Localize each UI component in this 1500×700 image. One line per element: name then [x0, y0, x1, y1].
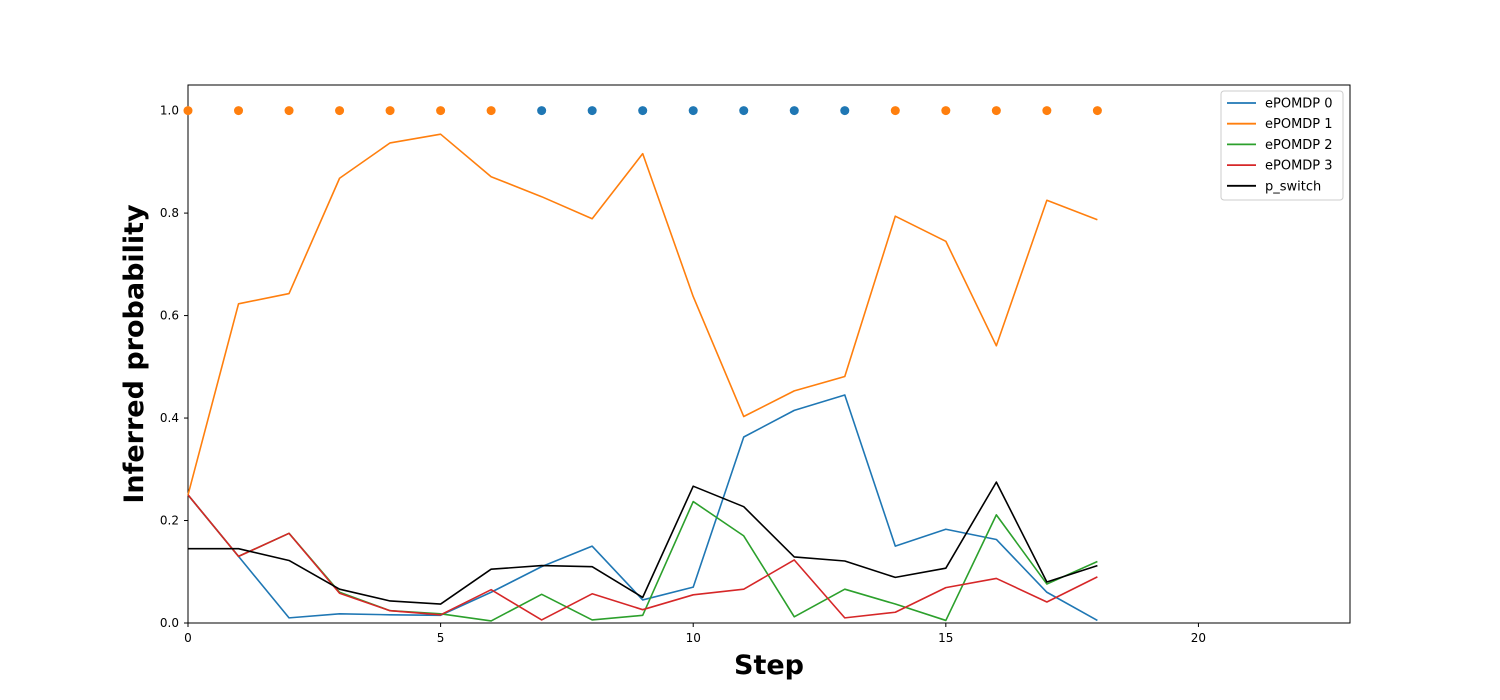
series-line-3	[187, 494, 1098, 621]
y-tick-label: 0.8	[160, 206, 179, 220]
selected-model-markers	[183, 106, 1102, 116]
x-tick-label: 0	[184, 631, 192, 645]
series-lines	[187, 133, 1098, 622]
legend-label-3: ePOMDP 3	[1265, 159, 1333, 174]
legend: ePOMDP 0 ePOMDP 1 ePOMDP 2 ePOMDP 3 p_switch	[1220, 90, 1344, 201]
marker-point	[991, 106, 1001, 116]
x-axis-ticks: 0 5 10 15 20	[184, 623, 1206, 645]
marker-point	[335, 106, 345, 116]
legend-box	[1220, 90, 1344, 201]
series-line-1	[187, 133, 1098, 496]
x-axis-title: Step	[734, 650, 804, 681]
marker-point	[537, 106, 547, 116]
marker-point	[385, 106, 395, 116]
legend-label-2: ePOMDP 2	[1265, 138, 1333, 153]
plot-area	[187, 84, 1351, 624]
series-line-4	[188, 481, 1098, 605]
marker-point	[638, 106, 648, 116]
marker-point	[890, 106, 900, 116]
plot-frame	[187, 84, 1351, 624]
y-axis-ticks: 0.0 0.2 0.4 0.6 0.8 1.0	[160, 104, 188, 630]
marker-point	[739, 106, 749, 116]
marker-point	[284, 106, 294, 116]
x-tick-label: 5	[437, 631, 445, 645]
x-tick-label: 20	[1191, 631, 1206, 645]
marker-point	[234, 106, 244, 116]
series-line-2	[187, 494, 1098, 622]
y-tick-label: 0.0	[160, 616, 179, 630]
marker-point	[789, 106, 799, 116]
y-tick-label: 0.2	[160, 514, 179, 528]
marker-point	[941, 106, 951, 116]
legend-label-4: p_switch	[1265, 179, 1321, 194]
marker-point	[183, 106, 193, 116]
x-tick-label: 10	[686, 631, 701, 645]
marker-point	[436, 106, 446, 116]
marker-point	[840, 106, 850, 116]
marker-point	[1092, 106, 1102, 116]
y-tick-label: 0.4	[160, 411, 179, 425]
marker-point	[1042, 106, 1052, 116]
y-tick-label: 0.6	[160, 309, 179, 323]
series-line-0	[187, 394, 1098, 622]
marker-point	[486, 106, 496, 116]
y-axis-title: Inferred probability	[119, 204, 150, 504]
marker-point	[688, 106, 698, 116]
legend-label-0: ePOMDP 0	[1265, 97, 1333, 112]
x-tick-label: 15	[938, 631, 953, 645]
marker-point	[587, 106, 597, 116]
y-tick-label: 1.0	[160, 104, 179, 118]
legend-label-1: ePOMDP 1	[1265, 117, 1333, 132]
